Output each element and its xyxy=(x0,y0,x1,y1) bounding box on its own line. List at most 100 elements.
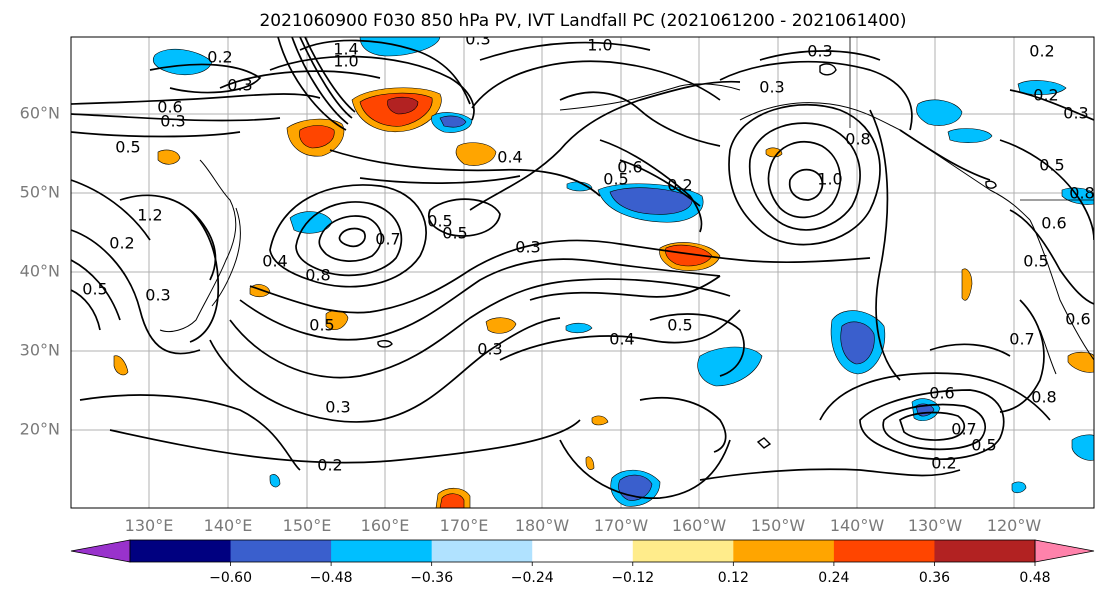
map-frame xyxy=(70,36,1095,509)
contour-line xyxy=(269,184,427,288)
contour-label: 0.3 xyxy=(477,340,502,359)
contour-line xyxy=(291,37,349,125)
contour-line xyxy=(71,289,101,331)
lon-label: 180°W xyxy=(515,516,570,535)
coastline-baja xyxy=(1039,329,1057,375)
contour-label: 0.3 xyxy=(325,398,350,417)
contour-line xyxy=(239,258,721,341)
contour-line xyxy=(699,468,961,481)
lon-label: 160°W xyxy=(672,516,727,535)
contour-label: 0.5 xyxy=(971,436,996,455)
colorbar: −0.60 −0.48 −0.36 −0.24 −0.12 0.12 0.24 0.36 0.4… xyxy=(70,539,1095,586)
contour-line xyxy=(338,227,366,248)
contour-line xyxy=(649,313,745,377)
colorbar-segment xyxy=(532,540,634,562)
contour-line xyxy=(999,139,1094,241)
contour-line xyxy=(377,339,393,348)
contour-line xyxy=(859,389,1005,460)
contour-label: 1.0 xyxy=(817,170,842,189)
contour-line xyxy=(985,180,997,189)
lon-label: 130°W xyxy=(908,516,963,535)
contour-line xyxy=(756,437,772,449)
colorbar-segment xyxy=(130,540,232,562)
shade-negative xyxy=(947,128,993,143)
contour-line xyxy=(71,259,121,321)
contour-line xyxy=(882,403,986,451)
colorbar-segment xyxy=(733,540,835,562)
contour-line xyxy=(471,60,721,109)
contour-label: 0.7 xyxy=(1009,330,1034,349)
contour-labels: 0.20.31.41.00.3 1.0 0.3 0.20.30.50.60.50.80… xyxy=(82,36,1094,475)
shade-positive xyxy=(299,125,335,149)
shade-positive xyxy=(961,268,973,301)
colorbar-segment xyxy=(331,540,433,562)
contour-line xyxy=(767,141,842,219)
contour-label: 0.7 xyxy=(951,420,976,439)
contour-line xyxy=(189,209,220,343)
contour-label: 0.2 xyxy=(109,234,134,253)
contour-line xyxy=(619,159,701,207)
lon-label: 130°E xyxy=(125,516,174,535)
coastlines xyxy=(159,37,1094,375)
contour-line xyxy=(559,439,731,499)
colorbar-tick-label: 0.24 xyxy=(818,570,849,586)
contour-label: 0.2 xyxy=(1029,42,1054,61)
shade-negative xyxy=(1071,434,1094,461)
colorbar-tick-label: 0.12 xyxy=(718,570,749,586)
small-contours xyxy=(377,63,997,449)
latitude-labels: 60°N 50°N 40°N 30°N 20°N xyxy=(20,104,60,439)
contour-line xyxy=(728,103,881,246)
colorbar-extend-high xyxy=(1034,539,1095,563)
shade-positive xyxy=(765,147,783,158)
contour-line xyxy=(999,299,1045,413)
contour-line xyxy=(559,91,721,147)
lon-label: 170°E xyxy=(440,516,489,535)
contour-label: 0.5 xyxy=(667,316,692,335)
lat-label: 30°N xyxy=(20,341,60,360)
contour-line xyxy=(71,229,201,355)
contour-label: 0.3 xyxy=(759,78,784,97)
contour-label: 1.4 xyxy=(333,40,358,59)
coastline-north-america xyxy=(1029,219,1094,361)
shade-positive xyxy=(1067,351,1094,373)
contour-line xyxy=(1009,209,1094,305)
colorbar-segment xyxy=(431,540,533,562)
contour-label: 1.0 xyxy=(587,36,612,55)
shade-negative xyxy=(152,48,213,75)
contour-line xyxy=(529,275,721,301)
shade-negative xyxy=(697,346,763,387)
shade-negative xyxy=(609,187,693,215)
contour-label: 0.5 xyxy=(309,316,334,335)
contour-line xyxy=(71,179,151,241)
shade-negative xyxy=(1011,481,1027,494)
colorbar-segment xyxy=(833,540,935,562)
contour-label: 0.5 xyxy=(1023,252,1048,271)
contour-label: 0.6 xyxy=(929,384,954,403)
lon-label: 160°E xyxy=(361,516,410,535)
shade-negative xyxy=(916,99,963,126)
colorbar-tick-label: 0.36 xyxy=(919,570,950,586)
lon-label: 140°W xyxy=(830,516,885,535)
coastline-japan xyxy=(211,207,241,307)
contour-line xyxy=(269,55,475,121)
shade-positive xyxy=(585,456,595,470)
shade-positive xyxy=(591,415,609,426)
contour-label: 0.8 xyxy=(845,130,870,149)
contour-label: 0.5 xyxy=(427,212,452,231)
shade-positive xyxy=(455,142,497,166)
shade-positive xyxy=(665,244,713,267)
contour-line xyxy=(109,419,581,464)
coastline-asia xyxy=(159,159,237,333)
contour-label: 0.2 xyxy=(1033,86,1058,105)
colorbar-tick-label: 0.48 xyxy=(1019,570,1050,586)
contour-label: 0.6 xyxy=(157,98,182,117)
colorbar-tick-label: −0.12 xyxy=(611,570,654,586)
contour-line xyxy=(1009,89,1094,121)
lon-label: 120°W xyxy=(987,516,1042,535)
contour-line xyxy=(759,50,881,61)
lat-label: 40°N xyxy=(20,262,60,281)
contour-line xyxy=(295,201,403,277)
shade-positive xyxy=(439,493,465,508)
lat-label: 50°N xyxy=(20,183,60,202)
contour-label: 0.2 xyxy=(667,176,692,195)
